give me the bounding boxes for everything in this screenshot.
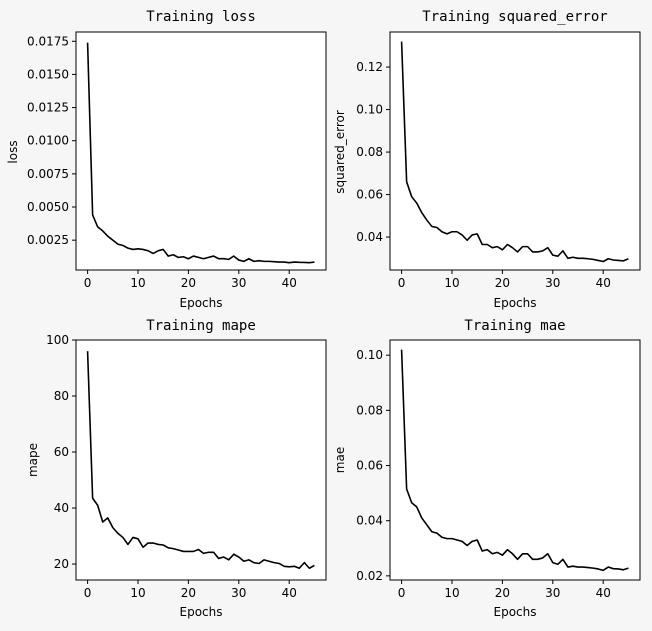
loss-x-tick-label: 40	[282, 276, 297, 290]
mae-x-axis-label: Epochs	[494, 605, 537, 619]
squared-error-x-axis-label: Epochs	[494, 296, 537, 310]
mape-title: Training mape	[146, 318, 256, 334]
mae-x-tick-label: 40	[596, 586, 611, 600]
loss-y-axis-label: loss	[6, 140, 20, 163]
mae-y-tick-label: 0.02	[356, 569, 383, 583]
mae-y-tick-label: 0.06	[356, 459, 383, 473]
squared-error-panel: Training squared_error Epochs squared_er…	[333, 9, 641, 310]
squared-error-x-tick-label: 20	[495, 276, 510, 290]
mae-x-tick-label: 30	[545, 586, 560, 600]
mape-series-line	[86, 351, 315, 570]
mape-y-tick-label: 100	[46, 333, 69, 347]
loss-y-tick-label: 0.0175	[27, 34, 69, 48]
squared-error-y-tick-label: 0.04	[356, 230, 383, 244]
loss-x-tick-label: 30	[231, 276, 246, 290]
mape-y-tick-label: 80	[54, 389, 69, 403]
mape-plot-area	[75, 339, 327, 581]
loss-x-tick-label: 10	[130, 276, 145, 290]
mae-x-tick-label: 10	[444, 586, 459, 600]
loss-y-tick-label: 0.0150	[27, 67, 69, 81]
mape-x-tick-label: 40	[282, 586, 297, 600]
loss-y-tick-label: 0.0125	[27, 101, 69, 115]
squared-error-x-tick-label: 10	[444, 276, 459, 290]
squared-error-x-tick-label: 40	[596, 276, 611, 290]
loss-panel: Training loss Epochs loss 0 10 20 30 40 0.002…	[6, 9, 327, 310]
loss-title: Training loss	[146, 9, 256, 25]
mae-y-tick-label: 0.10	[356, 348, 383, 362]
squared-error-series-line	[400, 41, 629, 263]
loss-y-tick-label: 0.0050	[27, 200, 69, 214]
loss-x-tick-label: 20	[181, 276, 196, 290]
mape-x-tick-label: 20	[181, 586, 196, 600]
mape-y-tick-label: 40	[54, 501, 69, 515]
mape-y-axis-label: mape	[26, 443, 40, 477]
loss-y-tick-label: 0.0100	[27, 134, 69, 148]
squared-error-y-axis-label: squared_error	[333, 110, 347, 194]
mae-y-axis-label: mae	[333, 447, 347, 473]
squared-error-y-tick-label: 0.10	[356, 103, 383, 117]
mae-panel: Training mae Epochs mae 0 10 20 30 40 0.02 0.0…	[333, 318, 641, 619]
mae-y-tick-label: 0.08	[356, 403, 383, 417]
mape-x-axis-label: Epochs	[180, 605, 223, 619]
loss-plot-area	[75, 31, 327, 271]
squared-error-x-tick-label: 0	[398, 276, 406, 290]
loss-x-tick-label: 0	[84, 276, 92, 290]
mae-y-tick-label: 0.04	[356, 514, 383, 528]
mape-x-tick-label: 30	[231, 586, 246, 600]
mae-x-tick-label: 20	[495, 586, 510, 600]
squared-error-y-tick-label: 0.06	[356, 188, 383, 202]
mape-panel: Training mape Epochs mape 0 10 20 30 40 20 40 6…	[26, 318, 327, 619]
loss-series-line	[86, 42, 315, 264]
mape-y-tick-label: 60	[54, 445, 69, 459]
loss-x-axis-label: Epochs	[180, 296, 223, 310]
mae-x-tick-label: 0	[398, 586, 406, 600]
mape-x-tick-label: 10	[130, 586, 145, 600]
loss-y-tick-label: 0.0075	[27, 167, 69, 181]
squared-error-y-tick-label: 0.08	[356, 145, 383, 159]
mape-y-tick-label: 20	[54, 557, 69, 571]
mape-x-tick-label: 0	[84, 586, 92, 600]
squared-error-y-tick-label: 0.12	[356, 60, 383, 74]
mae-title: Training mae	[464, 318, 565, 334]
squared-error-x-tick-label: 30	[545, 276, 560, 290]
squared-error-plot-area	[389, 31, 641, 271]
loss-y-tick-label: 0.0025	[27, 233, 69, 247]
mae-series-line	[400, 349, 629, 572]
squared-error-title: Training squared_error	[422, 9, 607, 25]
mae-plot-area	[389, 339, 641, 581]
